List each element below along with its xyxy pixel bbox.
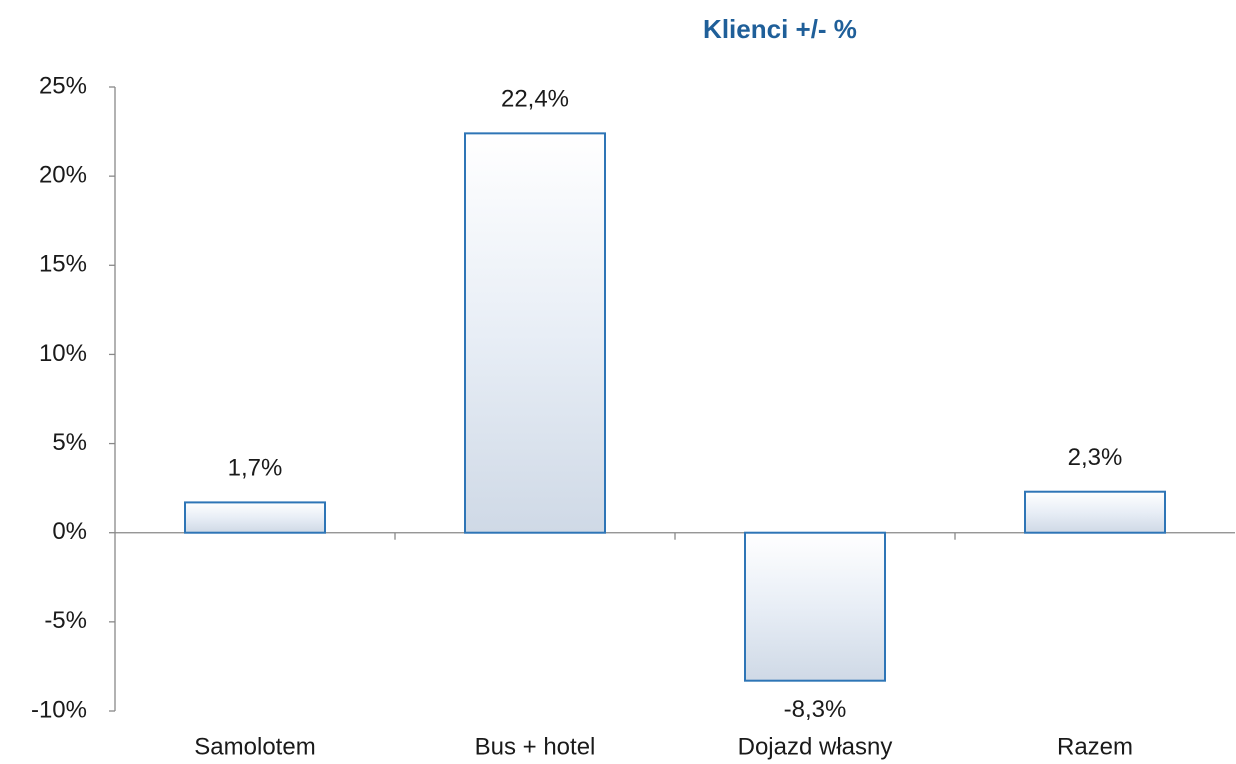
y-tick-label: 5% [52,429,87,456]
x-tick-label: Razem [1057,733,1133,760]
y-tick-label: 0% [52,518,87,545]
y-tick-label: -10% [31,696,87,723]
y-tick-label: -5% [44,607,87,634]
x-tick-label: Samolotem [194,733,315,760]
bar [185,502,325,532]
value-label: 1,7% [228,455,283,482]
chart: Klienci +/- % -10% -5% 0% 5% 10% 15% 20% 25% Sam… [0,0,1236,764]
y-tick-label: 25% [39,72,87,99]
value-label: 22,4% [501,86,569,113]
value-label: 2,3% [1068,444,1123,471]
value-label: -8,3% [784,696,847,723]
y-tick-label: 10% [39,340,87,367]
bar [465,133,605,532]
x-tick-label: Bus + hotel [475,733,596,760]
x-tick-label: Dojazd własny [738,733,893,760]
y-tick-label: 20% [39,161,87,188]
chart-title: Klienci +/- % [703,14,857,44]
y-tick-label: 15% [39,251,87,278]
bar [745,533,885,681]
bar [1025,492,1165,533]
